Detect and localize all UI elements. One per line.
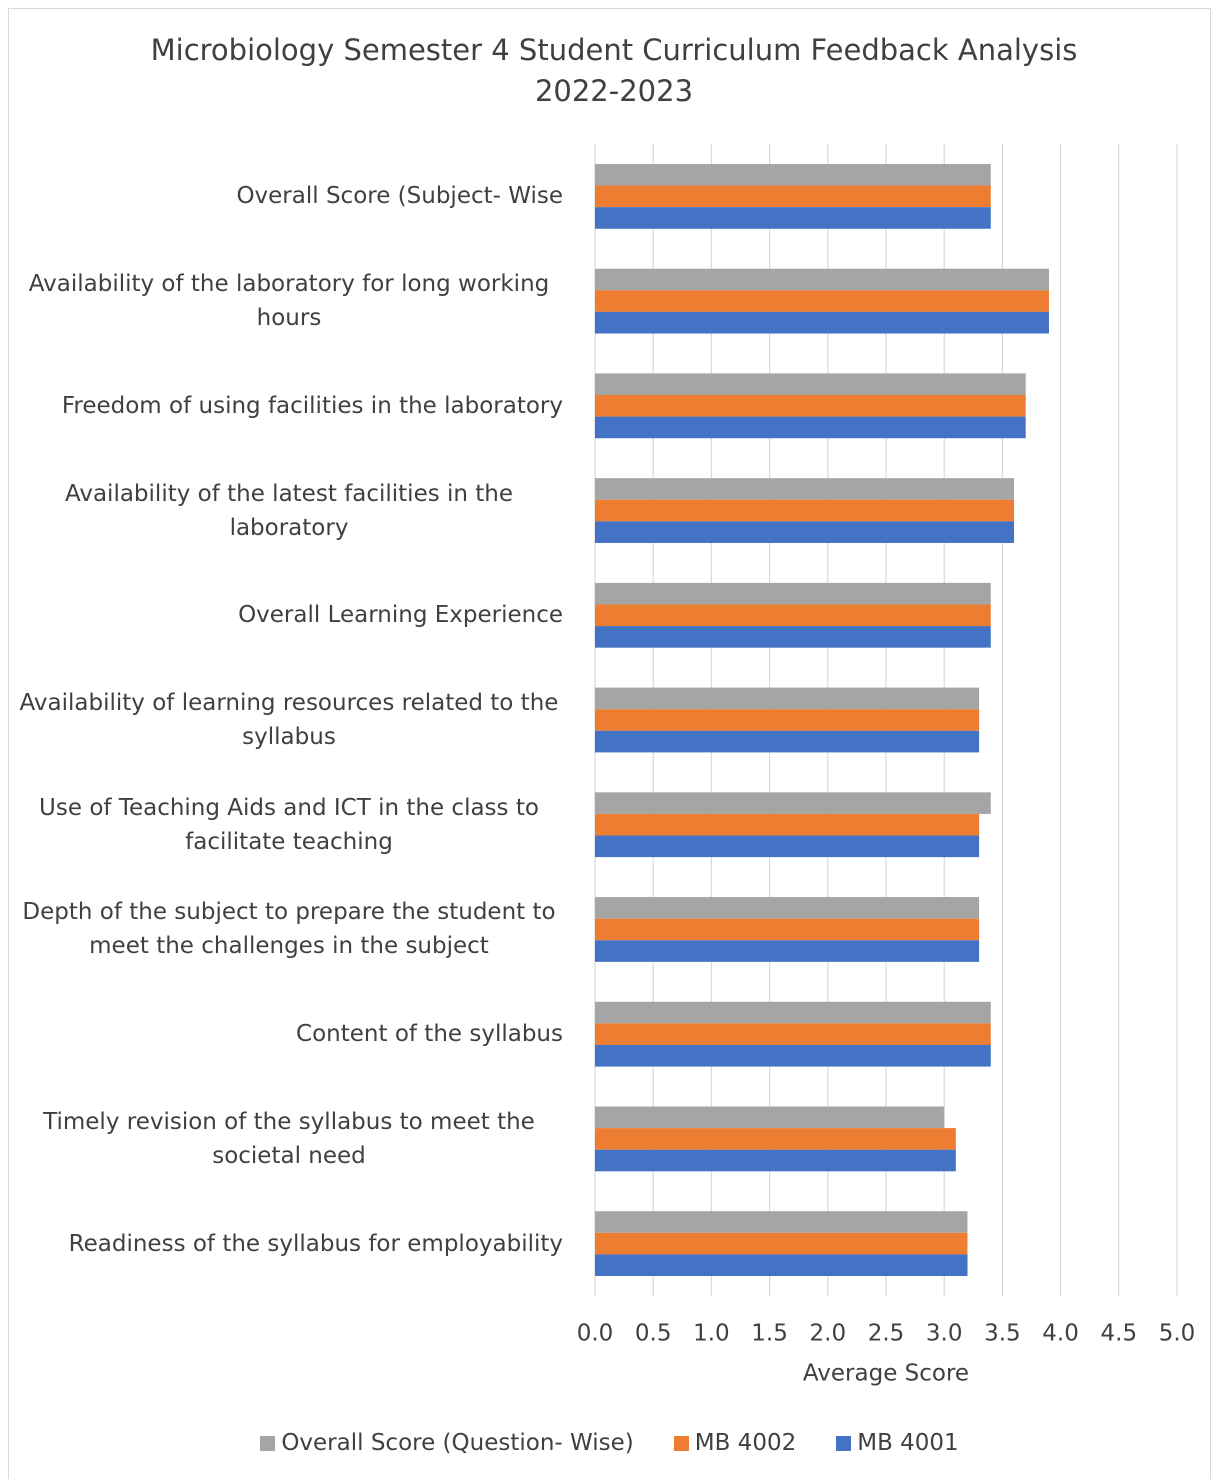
- category-label: Use of Teaching Aids and ICT in the clas…: [15, 791, 563, 859]
- bar: [595, 582, 991, 605]
- category-label: Timely revision of the syllabus to meet …: [15, 1105, 563, 1173]
- bar: [595, 1128, 956, 1150]
- chart-border: [8, 8, 1211, 1479]
- bar: [595, 897, 980, 919]
- bar: [595, 1149, 956, 1172]
- category-label-text: Overall Score (Subject- Wise: [236, 183, 563, 210]
- bar: [595, 687, 980, 710]
- category-label-text: Timely revision of the syllabus to meet …: [43, 1108, 535, 1169]
- category-label-text: Availability of the laboratory for long …: [28, 271, 550, 332]
- category-label-text: Readiness of the syllabus for employabil…: [68, 1230, 563, 1257]
- bar: [595, 268, 1049, 291]
- category-label: Depth of the subject to prepare the stud…: [15, 895, 563, 963]
- category-label: Availability of the latest facilities in…: [15, 477, 563, 545]
- category-label-text: Overall Learning Experience: [238, 602, 563, 629]
- bar: [595, 290, 1049, 312]
- x-tick-label: 5.0: [1159, 1321, 1196, 1347]
- bar: [595, 918, 980, 941]
- bar: [595, 207, 991, 229]
- category-label-text: Content of the syllabus: [296, 1021, 563, 1048]
- category-label-text: Availability of learning resources relat…: [19, 690, 559, 750]
- x-tick-label: 1.5: [751, 1321, 788, 1347]
- bar: [595, 163, 991, 186]
- x-tick-label: 4.0: [1042, 1321, 1079, 1347]
- bar: [595, 521, 1015, 543]
- legend-swatch: [836, 1435, 852, 1451]
- bar: [595, 416, 1026, 439]
- bar: [595, 604, 991, 627]
- legend-item: MB 4002: [673, 1430, 797, 1456]
- legend: Overall Score (Question- Wise) MB 4002 MB …: [0, 1430, 1219, 1456]
- legend-item: MB 4001: [836, 1430, 959, 1456]
- category-label-text: Freedom of using facilities in the labor…: [61, 392, 563, 419]
- bar: [595, 373, 1026, 396]
- bar: [595, 1232, 968, 1255]
- category-label: Readiness of the syllabus for employabil…: [15, 1227, 563, 1261]
- bar: [595, 709, 980, 731]
- bar: [595, 835, 980, 858]
- bar: [595, 730, 980, 753]
- x-tick-label: 2.5: [868, 1321, 905, 1347]
- bar: [595, 1023, 991, 1045]
- legend-swatch: [260, 1435, 276, 1451]
- bar: [595, 1044, 991, 1067]
- category-label-text: Depth of the subject to prepare the stud…: [22, 899, 556, 960]
- bar: [595, 185, 991, 208]
- x-tick-label: 3.0: [926, 1321, 963, 1347]
- category-label-text: Availability of the latest facilities in…: [64, 480, 514, 541]
- legend-swatch: [673, 1435, 689, 1451]
- chart-title: Microbiology Semester 4 Student Curricul…: [151, 33, 1078, 67]
- legend-label: MB 4001: [857, 1430, 959, 1456]
- category-label: Availability of learning resources relat…: [15, 686, 563, 754]
- bar: [595, 1001, 991, 1024]
- bar: [595, 792, 991, 814]
- legend-item: Overall Score (Question- Wise): [260, 1430, 634, 1456]
- x-tick-label: 0.0: [577, 1321, 614, 1347]
- bar: [595, 499, 1015, 522]
- bar: [595, 1106, 945, 1129]
- x-tick-label: 0.5: [635, 1321, 672, 1347]
- x-tick-label: 1.0: [693, 1321, 730, 1347]
- category-label: Availability of the laboratory for long …: [15, 267, 563, 335]
- x-tick-label: 3.5: [984, 1321, 1021, 1347]
- category-label: Freedom of using facilities in the labor…: [15, 389, 563, 423]
- category-label-text: Use of Teaching Aids and ICT in the clas…: [39, 794, 539, 855]
- bar: [595, 395, 1026, 417]
- category-label: Overall Learning Experience: [15, 598, 563, 632]
- x-axis-title: Average Score: [803, 1361, 969, 1387]
- chart-title: 2022-2023: [535, 74, 693, 108]
- bar: [595, 311, 1049, 334]
- bar: [595, 1254, 968, 1277]
- bar: [595, 478, 1015, 500]
- category-label: Content of the syllabus: [15, 1017, 563, 1051]
- legend-label: Overall Score (Question- Wise): [281, 1430, 634, 1456]
- bar: [595, 626, 991, 648]
- x-tick-label: 4.5: [1101, 1321, 1138, 1347]
- bar: [595, 940, 980, 962]
- bar: [595, 813, 980, 836]
- bar: [595, 1211, 968, 1233]
- legend-label: MB 4002: [694, 1430, 797, 1456]
- category-label: Overall Score (Subject- Wise: [15, 179, 563, 213]
- x-tick-label: 2.0: [810, 1321, 847, 1347]
